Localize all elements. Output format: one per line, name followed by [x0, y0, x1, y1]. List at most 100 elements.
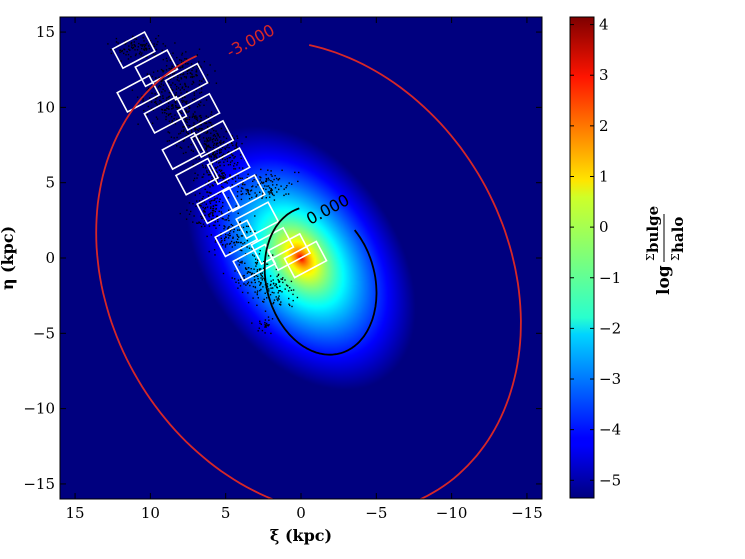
star-point	[130, 56, 132, 58]
star-point	[276, 184, 278, 186]
star-point	[213, 129, 215, 132]
star-point	[236, 241, 238, 244]
star-point	[237, 174, 239, 177]
star-point	[216, 179, 218, 181]
star-point	[177, 64, 179, 66]
star-point	[208, 173, 210, 176]
star-point	[206, 139, 208, 141]
star-point	[236, 137, 239, 139]
star-point	[185, 131, 188, 133]
star-point	[183, 129, 185, 131]
star-point	[199, 204, 201, 207]
colorbar-label-den-sub: halo	[669, 217, 687, 253]
star-point	[212, 184, 214, 187]
star-point	[256, 292, 258, 294]
star-point	[193, 122, 195, 124]
star-point	[208, 121, 210, 124]
star-point	[219, 192, 221, 194]
star-point	[216, 150, 218, 152]
star-point	[171, 89, 174, 91]
star-point	[225, 180, 227, 182]
star-point	[248, 193, 250, 195]
star-point	[181, 97, 184, 99]
star-point	[181, 52, 184, 54]
star-point	[222, 186, 224, 189]
star-point	[292, 293, 294, 296]
star-point	[250, 268, 252, 270]
star-point	[218, 174, 220, 176]
star-point	[160, 86, 162, 88]
star-point	[258, 327, 260, 329]
x-tick-label: 5	[221, 504, 231, 522]
star-point	[185, 58, 188, 60]
star-point	[121, 50, 123, 52]
star-point	[195, 71, 197, 73]
star-point	[213, 158, 215, 160]
star-point	[249, 284, 251, 287]
star-point	[261, 279, 263, 281]
star-point	[251, 186, 253, 188]
star-point	[211, 139, 213, 141]
star-point	[215, 156, 217, 158]
star-point	[222, 157, 224, 159]
star-point	[141, 95, 143, 97]
star-point	[288, 182, 290, 184]
star-point	[191, 116, 194, 118]
star-point	[250, 189, 253, 191]
star-point	[128, 48, 130, 50]
star-point	[204, 167, 207, 169]
star-point	[146, 48, 148, 50]
star-point	[258, 280, 260, 283]
star-clump	[251, 267, 299, 308]
star-point	[259, 289, 261, 292]
star-point	[222, 172, 224, 174]
star-point	[180, 92, 182, 94]
star-point	[257, 297, 259, 299]
star-point	[185, 63, 187, 65]
star-point	[210, 111, 213, 113]
star-point	[181, 112, 183, 114]
star-point	[208, 220, 210, 222]
star-point	[182, 65, 184, 67]
star-point	[177, 107, 179, 109]
star-point	[155, 100, 157, 103]
star-point	[281, 291, 283, 293]
star-point	[266, 179, 268, 181]
colorbar-tick-label: 2	[599, 117, 609, 135]
star-point	[159, 99, 161, 102]
star-point	[190, 72, 192, 74]
star-point	[166, 140, 169, 142]
star-point	[206, 235, 208, 238]
star-point	[240, 278, 242, 281]
star-point	[195, 74, 197, 77]
star-point	[176, 108, 179, 111]
star-point	[242, 226, 245, 229]
star-point	[146, 73, 149, 75]
star-point	[262, 196, 264, 198]
star-point	[195, 132, 197, 134]
star-point	[234, 270, 236, 272]
star-point	[215, 170, 217, 172]
star-point	[275, 284, 277, 286]
star-point	[212, 152, 214, 154]
star-point	[191, 69, 193, 72]
star-point	[221, 217, 223, 220]
star-point	[261, 272, 263, 274]
star-point	[184, 82, 186, 85]
star-point	[224, 244, 227, 246]
star-point	[215, 204, 218, 206]
survey-field	[283, 240, 328, 279]
star-point	[179, 67, 181, 69]
star-point	[274, 175, 276, 177]
star-point	[285, 284, 288, 286]
star-point	[279, 304, 282, 306]
star-point	[253, 268, 255, 270]
star-point	[164, 90, 166, 92]
star-point	[216, 236, 218, 239]
star-point	[253, 255, 255, 257]
star-point	[126, 51, 128, 53]
star-point	[235, 241, 238, 243]
star-point	[127, 53, 130, 56]
star-point	[264, 332, 266, 334]
